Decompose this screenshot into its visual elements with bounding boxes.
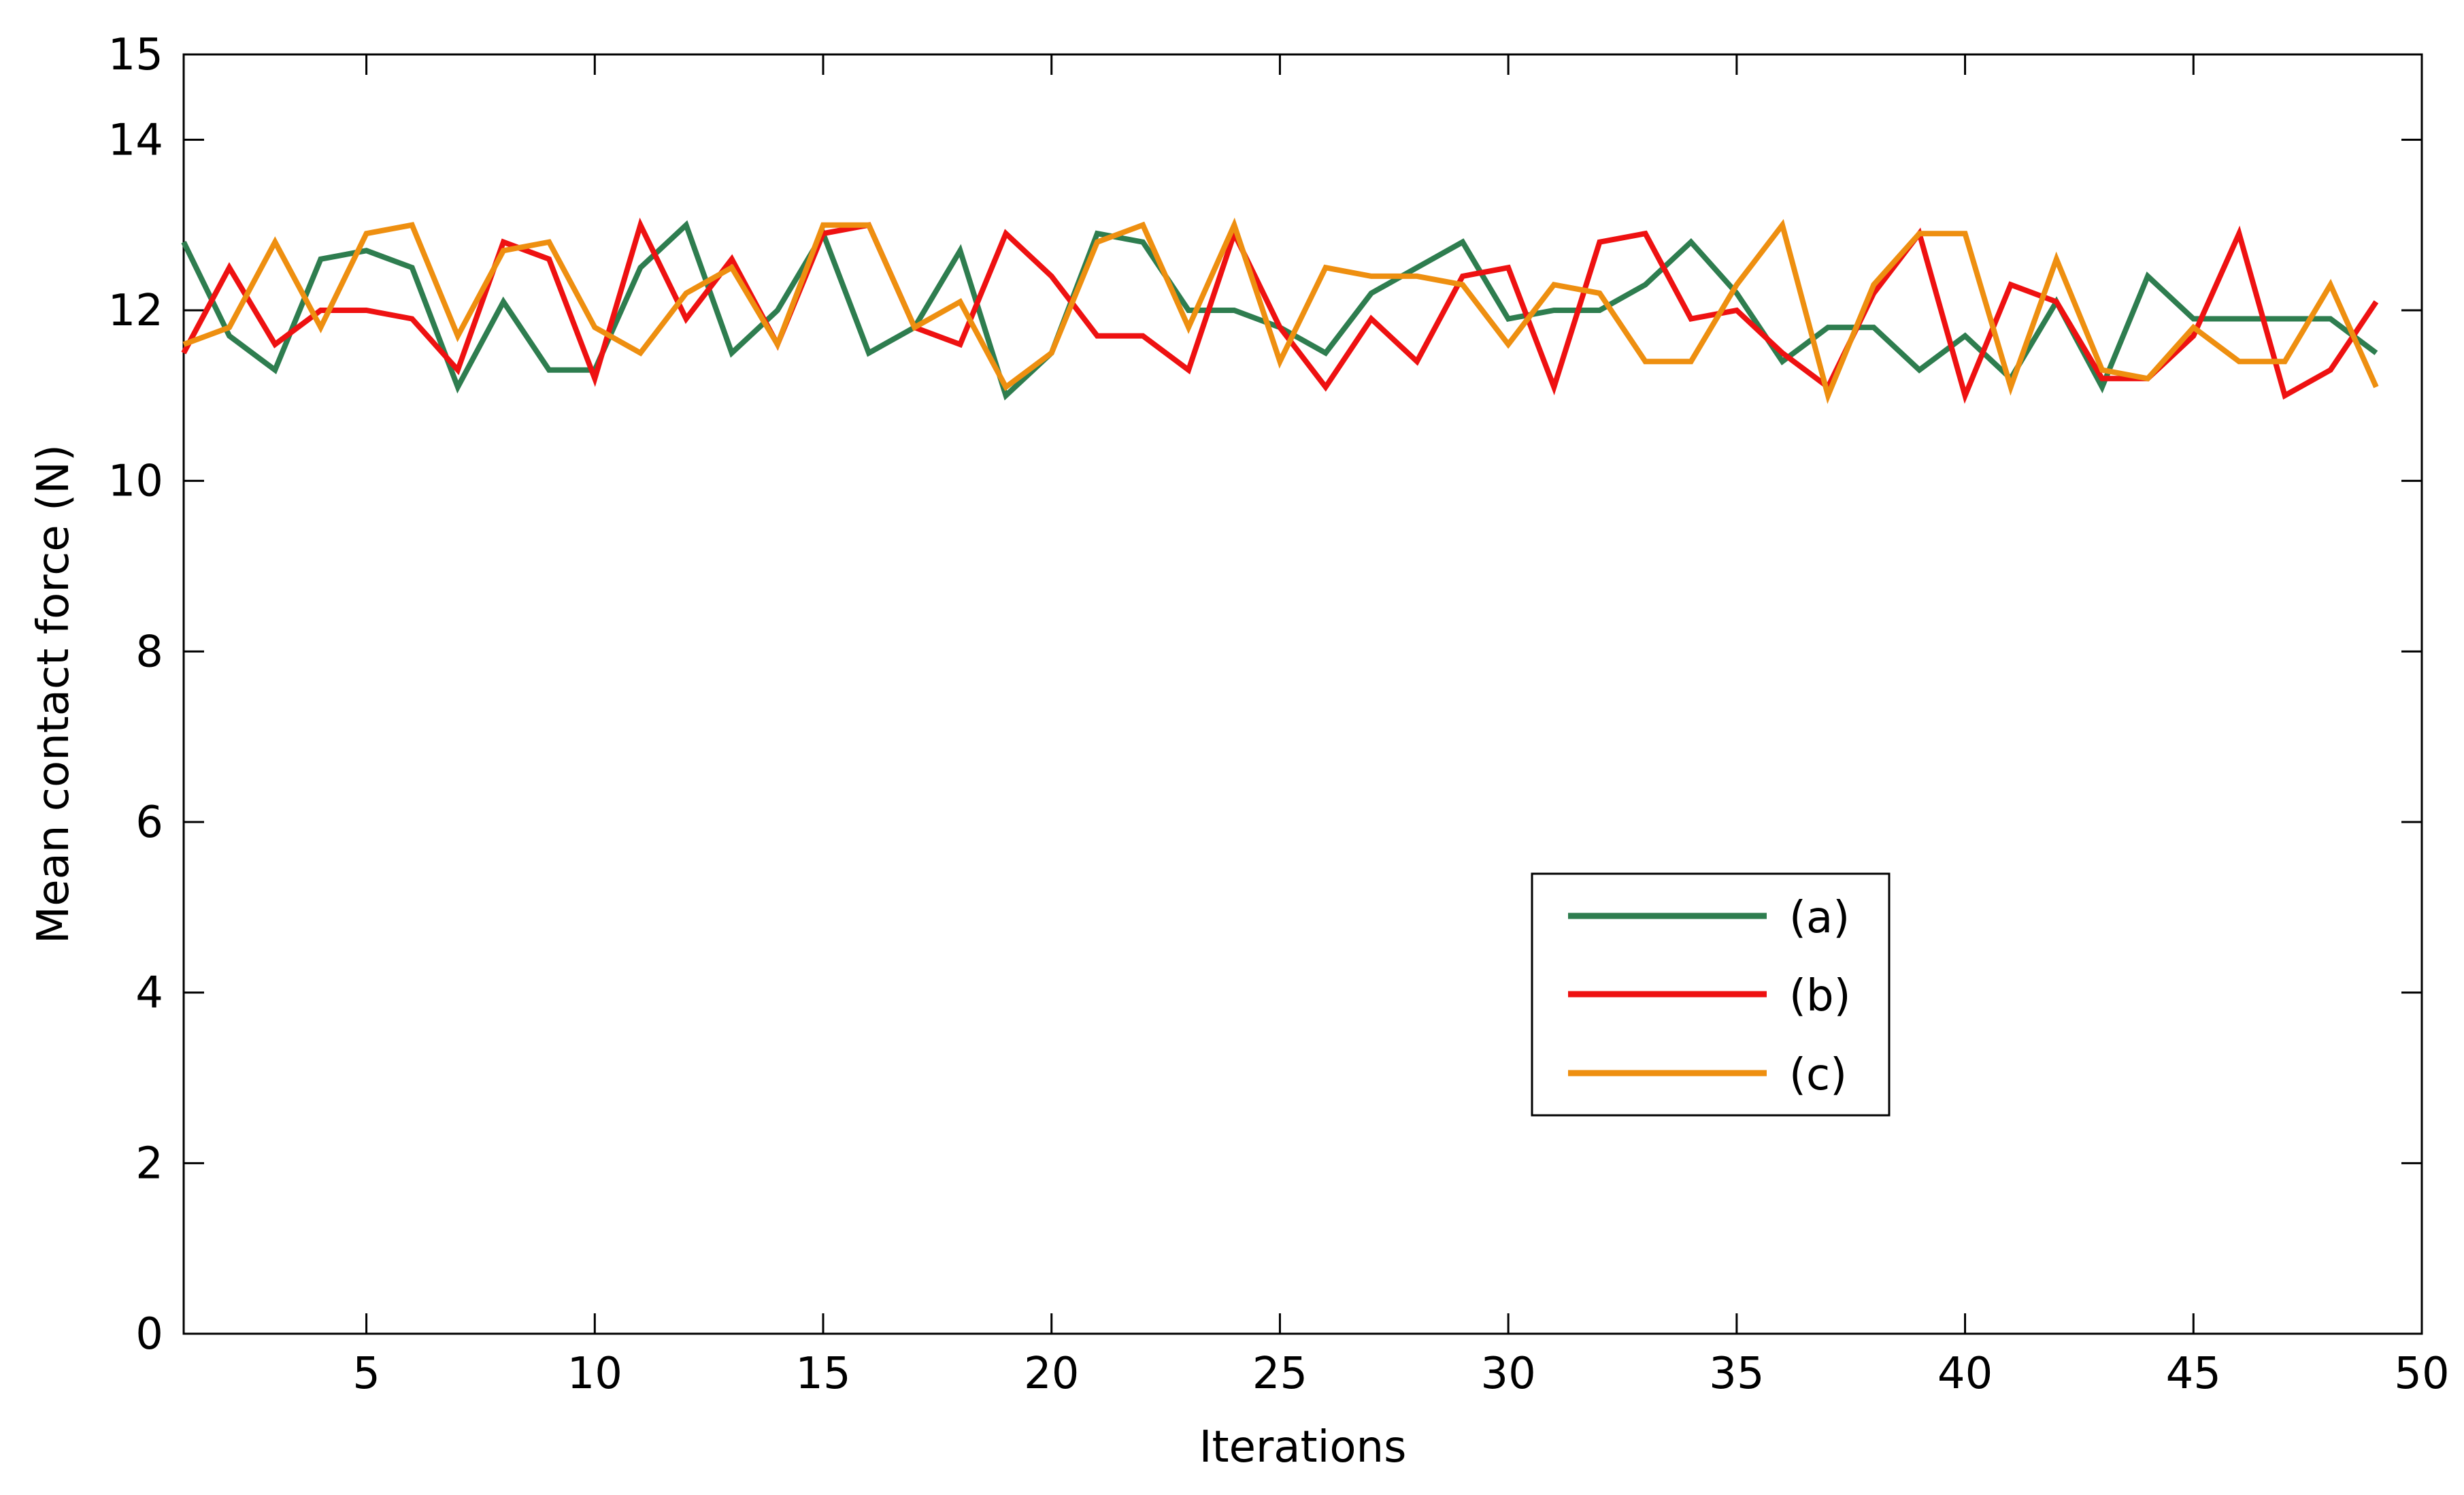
legend-label: (a) xyxy=(1789,893,1850,943)
y-tick-label: 14 xyxy=(108,115,163,165)
x-axis: 5 10 15 20 25 30 35 40 45 50 xyxy=(352,54,2450,1399)
legend[interactable]: (a) (b) (c) xyxy=(1531,872,1891,1117)
x-tick-label: 20 xyxy=(1024,1349,1079,1399)
x-axis-label: Iterations xyxy=(1199,1422,1407,1473)
y-tick-label: 10 xyxy=(108,457,163,507)
plot-area xyxy=(182,53,2423,1335)
legend-label: (b) xyxy=(1789,971,1851,1021)
x-tick-label: 15 xyxy=(795,1349,850,1399)
y-axis-label: Mean contact force (N) xyxy=(29,444,79,944)
series-line-c xyxy=(182,217,2379,404)
y-tick-label: 12 xyxy=(108,286,163,336)
x-tick-label: 50 xyxy=(2394,1349,2449,1399)
x-tick-label: 45 xyxy=(2166,1349,2221,1399)
x-tick-label: 10 xyxy=(567,1349,622,1399)
y-tick-label: 4 xyxy=(135,968,163,1019)
x-tick-label: 30 xyxy=(1480,1349,1535,1399)
y-tick-label: 2 xyxy=(135,1138,163,1189)
y-tick-label: 0 xyxy=(135,1309,163,1360)
y-tick-label: 6 xyxy=(135,798,163,848)
x-tick-label: 25 xyxy=(1252,1349,1308,1399)
x-tick-label: 35 xyxy=(1709,1349,1764,1399)
legend-label: (c) xyxy=(1789,1050,1847,1100)
y-tick-label: 8 xyxy=(135,627,163,677)
x-tick-label: 40 xyxy=(1937,1349,1993,1399)
x-tick-label: 5 xyxy=(352,1349,380,1399)
series-line-b xyxy=(181,217,2379,404)
y-axis: 0 2 4 6 8 10 12 14 15 xyxy=(108,30,2422,1360)
y-tick-label: 15 xyxy=(108,30,163,80)
series-lines xyxy=(181,217,2379,404)
